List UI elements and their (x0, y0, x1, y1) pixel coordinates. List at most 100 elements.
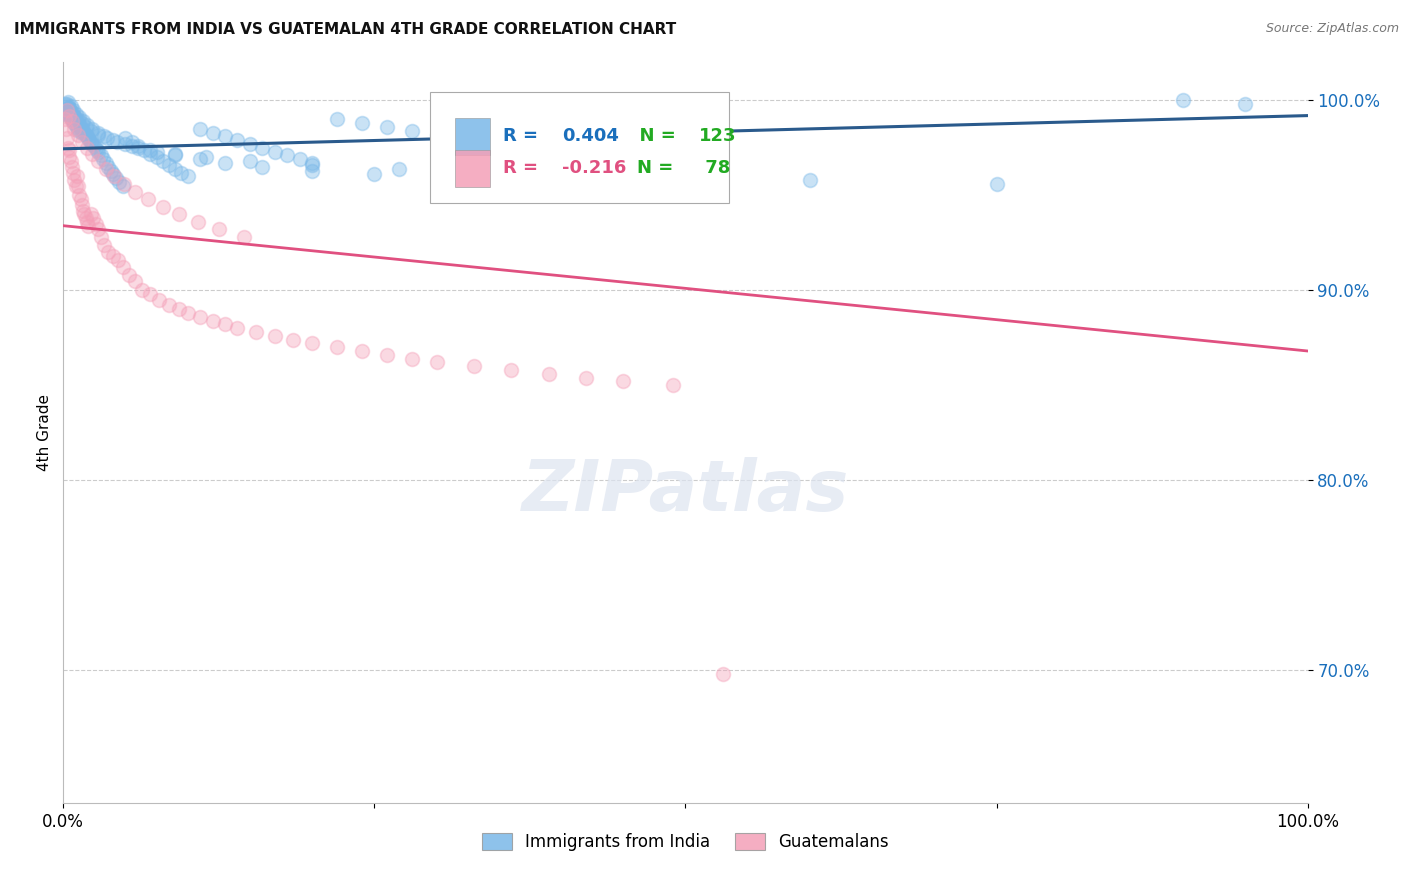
Point (75, 120, 97, 134)
Point (208, 222, 231, 236)
Point (94, 156, 117, 170)
Point (612, 375, 634, 389)
Text: 0.404: 0.404 (562, 128, 619, 145)
Text: 123: 123 (699, 128, 737, 145)
Point (70, 126, 93, 140)
Point (93, 237, 115, 252)
Point (60, 104, 83, 119)
Point (80, 121, 103, 136)
Point (986, 177, 1008, 191)
Point (83, 139, 105, 153)
Point (107, 252, 129, 267)
Point (214, 129, 236, 144)
Text: IMMIGRANTS FROM INDIA VS GUATEMALAN 4TH GRADE CORRELATION CHART: IMMIGRANTS FROM INDIA VS GUATEMALAN 4TH … (14, 22, 676, 37)
Text: Source: ZipAtlas.com: Source: ZipAtlas.com (1265, 22, 1399, 36)
Point (226, 321, 249, 335)
Point (537, 367, 560, 381)
Point (91, 153, 114, 167)
Point (252, 141, 274, 155)
Point (76, 141, 98, 155)
Y-axis label: 4th Grade: 4th Grade (37, 394, 52, 471)
Point (239, 137, 262, 152)
Point (56, 101, 79, 115)
Point (65, 106, 87, 120)
Point (60, 114, 83, 128)
Point (1173, 94, 1195, 108)
Point (127, 141, 149, 155)
Point (66, 116, 89, 130)
Point (94, 161, 117, 176)
Text: N =: N = (627, 128, 682, 145)
Point (60, 109, 83, 123)
Point (96, 131, 118, 145)
Point (112, 177, 135, 191)
Text: ZIPatlas: ZIPatlas (522, 458, 849, 526)
Point (488, 135, 510, 149)
Point (55, 121, 77, 136)
Point (66, 169, 89, 184)
Point (188, 310, 211, 324)
Point (363, 168, 385, 182)
Point (65, 112, 87, 127)
Point (101, 133, 124, 147)
Point (56, 103, 79, 117)
Point (375, 348, 398, 362)
Point (53, 97, 76, 112)
FancyBboxPatch shape (430, 92, 728, 203)
Point (157, 298, 180, 312)
Point (214, 156, 236, 170)
Point (63, 116, 86, 130)
Point (118, 268, 141, 282)
Point (711, 666, 734, 681)
Point (108, 175, 131, 189)
Point (70, 135, 93, 149)
Point (1234, 97, 1257, 112)
Point (139, 287, 162, 301)
Point (87, 128, 110, 142)
Point (73, 207, 96, 221)
Point (67, 121, 90, 136)
Point (283, 333, 305, 347)
Point (167, 302, 190, 317)
Point (165, 146, 187, 161)
Point (100, 163, 122, 178)
Point (59, 154, 82, 169)
Point (60, 160, 83, 174)
Point (121, 139, 143, 153)
Point (145, 150, 167, 164)
Point (69, 118, 91, 132)
Point (58, 141, 80, 155)
Point (188, 153, 211, 167)
Point (56, 97, 79, 112)
Text: 78: 78 (699, 160, 731, 178)
Point (58, 106, 80, 120)
Point (131, 283, 153, 297)
Point (65, 178, 87, 193)
Point (80, 146, 103, 161)
Point (114, 137, 136, 152)
Point (388, 161, 411, 176)
Point (326, 112, 349, 127)
Point (575, 370, 598, 384)
Point (70, 116, 93, 130)
Point (301, 336, 323, 351)
Point (70, 198, 93, 212)
Point (72, 124, 94, 138)
Point (450, 131, 472, 145)
Point (63, 112, 86, 127)
Point (69, 192, 91, 206)
Point (239, 154, 262, 169)
Point (136, 192, 159, 206)
Point (111, 178, 134, 193)
Point (276, 148, 298, 162)
Legend: Immigrants from India, Guatemalans: Immigrants from India, Guatemalans (475, 826, 896, 857)
Point (55, 103, 77, 117)
Point (301, 163, 323, 178)
Point (301, 156, 323, 170)
Point (76, 118, 98, 132)
Point (426, 355, 449, 369)
Point (67, 128, 90, 142)
Point (62, 111, 84, 125)
Point (76, 129, 98, 144)
Point (188, 121, 211, 136)
